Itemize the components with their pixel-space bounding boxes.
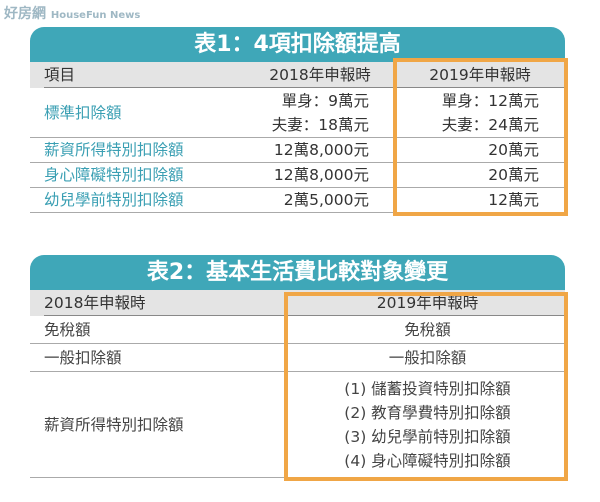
cell-text: 標準扣除額 <box>44 103 122 122</box>
header-cell: 2018年申報時 <box>245 62 395 88</box>
watermark-brand: 好房網 <box>4 6 46 22</box>
table-cell: 免稅額 <box>30 316 290 344</box>
table-cell: 12萬8,000元 <box>245 163 395 188</box>
cell-text: 單身：9萬元 <box>281 91 369 110</box>
cell-text: 12萬元 <box>488 191 539 209</box>
highlight-box <box>284 292 568 481</box>
cell-text: 一般扣除額 <box>388 348 467 367</box>
header-cell: 2018年申報時 <box>44 290 304 316</box>
cell-text: (1) 儲蓄投資特別扣除額 <box>344 379 511 398</box>
cell-text: 20萬元 <box>488 141 539 159</box>
cell-text: (2) 教育學費特別扣除額 <box>344 403 511 422</box>
table-title: 表1：4項扣除額提高 <box>30 27 565 62</box>
cell-text: 2萬5,000元 <box>283 191 369 209</box>
table-cell: 標準扣除額 <box>30 88 245 138</box>
table-cell: 免稅額 <box>290 316 565 344</box>
cell-text: 一般扣除額 <box>44 348 122 367</box>
watermark: 好房網 HouseFun News <box>4 3 140 23</box>
cell-text: 12萬8,000元 <box>273 166 369 184</box>
cell-text: 免稅額 <box>404 320 451 339</box>
cell-text: 免稅額 <box>44 320 91 339</box>
table-cell: 一般扣除額 <box>290 344 565 372</box>
table-cell: (1) 儲蓄投資特別扣除額 (2) 教育學費特別扣除額 (3) 幼兒學前特別扣除額 (… <box>290 372 565 478</box>
table-title: 表2：基本生活費比較對象變更 <box>30 255 565 290</box>
table-cell: 20萬元 <box>395 163 565 188</box>
table-cell: 單身：12萬元 夫妻：24萬元 <box>395 88 565 138</box>
table-cell: 一般扣除額 <box>30 344 290 372</box>
cell-text: 2019年申報時 <box>429 65 531 84</box>
table-cell: 12萬8,000元 <box>245 138 395 163</box>
table-cell: 幼兒學前特別扣除額 <box>30 188 245 213</box>
cell-text: 項目 <box>44 65 76 84</box>
table-cell: 薪資所得特別扣除額 <box>30 138 245 163</box>
cell-text: 12萬8,000元 <box>273 141 369 159</box>
cell-text: 夫妻：18萬元 <box>271 115 369 134</box>
cell-text: 幼兒學前特別扣除額 <box>44 191 184 209</box>
cell-text: 薪資所得特別扣除額 <box>44 141 184 159</box>
cell-text: 2019年申報時 <box>376 293 479 312</box>
cell-text: 夫妻：24萬元 <box>441 115 539 134</box>
cell-text: 薪資所得特別扣除額 <box>44 415 184 434</box>
highlight-box <box>393 58 568 216</box>
cell-text: (4) 身心障礙特別扣除額 <box>344 451 511 470</box>
table-cell: 2萬5,000元 <box>245 188 395 213</box>
cell-text: 身心障礙特別扣除額 <box>44 166 184 184</box>
watermark-sub: HouseFun News <box>50 10 141 21</box>
header-row <box>30 62 565 88</box>
table-cell: 身心障礙特別扣除額 <box>30 163 245 188</box>
cell-text: (3) 幼兒學前特別扣除額 <box>344 427 511 446</box>
table-cell: 單身：9萬元夫妻：18萬元 <box>245 88 395 138</box>
cell-text: 2018年申報時 <box>269 65 371 84</box>
cell-text: 20萬元 <box>488 166 539 184</box>
table-cell: 薪資所得特別扣除額 <box>30 372 290 478</box>
cell-text: 2018年申報時 <box>44 293 146 312</box>
header-cell: 2019年申報時 <box>395 62 565 88</box>
header-cell: 項目 <box>44 62 259 88</box>
cell-text: 單身：12萬元 <box>441 91 539 110</box>
table-cell: 20萬元 <box>395 138 565 163</box>
header-cell: 2019年申報時 <box>290 290 565 316</box>
